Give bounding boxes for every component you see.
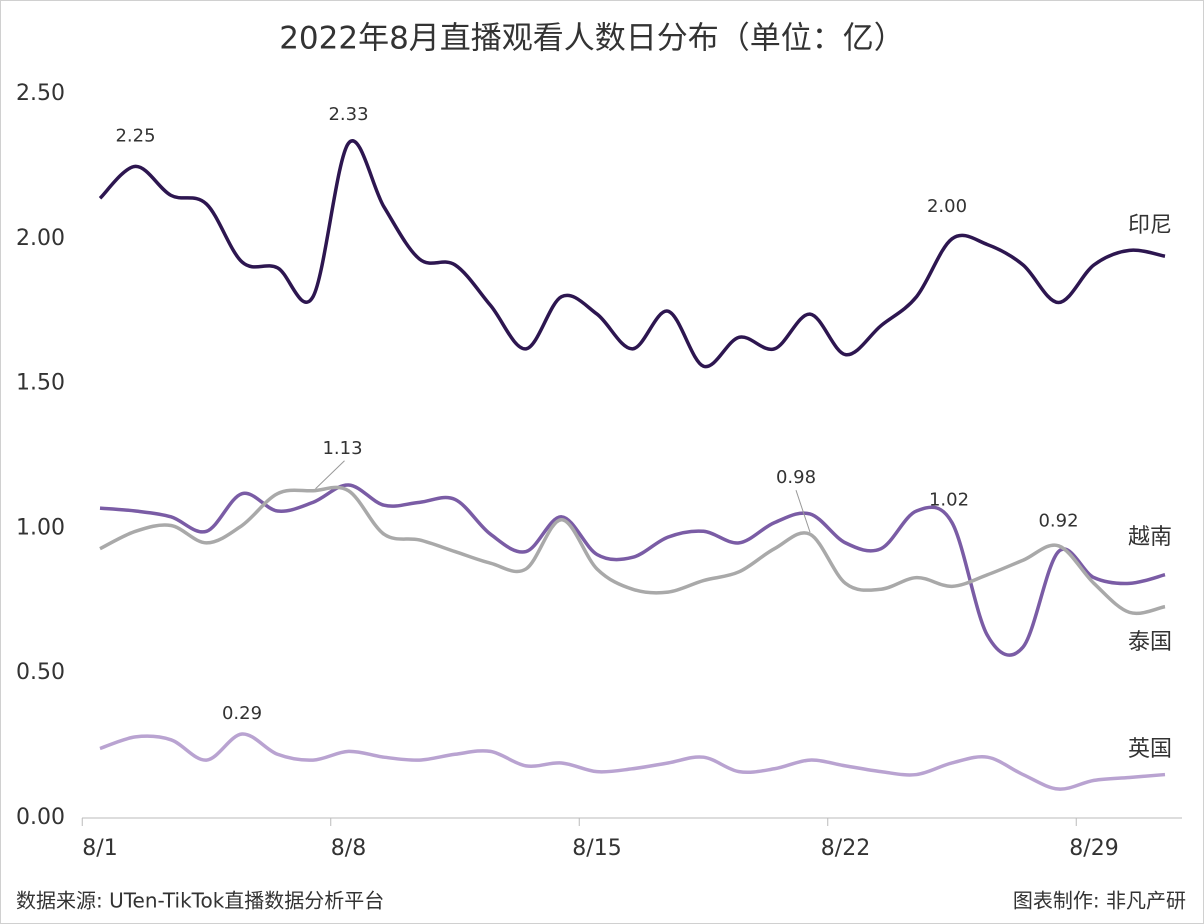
line-series	[99, 483, 1166, 657]
data-label: 2.25	[115, 125, 155, 146]
data-label: 0.92	[1038, 511, 1078, 532]
data-label: 0.29	[222, 703, 262, 724]
x-tick-label: 8/22	[821, 836, 870, 861]
chart-title: 2022年8月直播观看人数日分布（单位：亿）	[279, 21, 905, 57]
data-label: 2.00	[927, 196, 967, 217]
y-tick-label: 2.00	[16, 226, 65, 251]
data-label: 1.02	[929, 490, 969, 511]
y-tick-label: 0.00	[16, 805, 65, 830]
leader-line	[795, 490, 811, 533]
line-series	[99, 732, 1166, 791]
leader-line	[315, 460, 345, 490]
x-tick-label: 8/29	[1069, 836, 1118, 861]
line-series	[99, 485, 1166, 616]
y-tick-label: 1.00	[16, 515, 65, 540]
series-label: 越南	[1128, 525, 1172, 550]
line-series	[98, 139, 1166, 369]
x-tick-label: 8/8	[331, 836, 366, 861]
series-label: 英国	[1128, 737, 1172, 762]
y-tick-label: 2.50	[16, 81, 65, 106]
data-label: 1.13	[322, 438, 362, 459]
credit-note: 图表制作: 非凡产研	[1013, 889, 1186, 913]
series-label: 印尼	[1128, 213, 1172, 238]
y-tick-label: 1.50	[16, 371, 65, 396]
x-tick-label: 8/1	[82, 836, 117, 861]
data-label: 2.33	[328, 104, 368, 125]
data-label: 0.98	[776, 467, 816, 488]
source-note: 数据来源: UTen-TikTok直播数据分析平台	[16, 889, 384, 913]
series-label: 泰国	[1128, 630, 1172, 655]
x-tick-label: 8/15	[572, 836, 621, 861]
y-tick-label: 0.50	[16, 660, 65, 685]
